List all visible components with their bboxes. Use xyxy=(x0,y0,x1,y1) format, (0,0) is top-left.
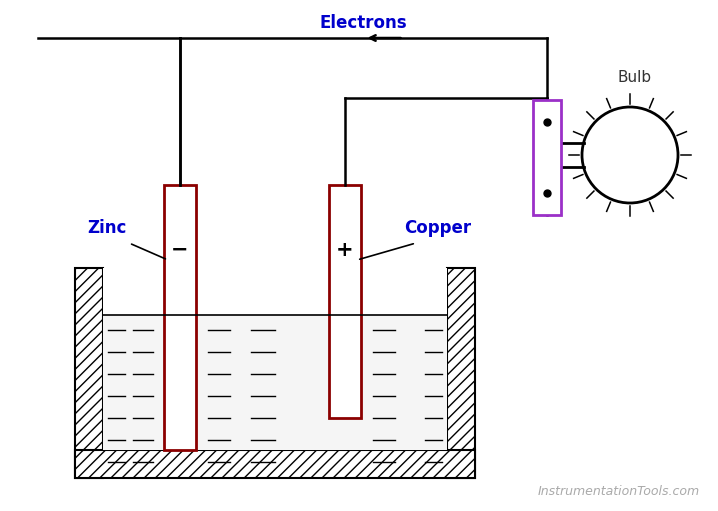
Bar xyxy=(75,450,475,478)
Bar xyxy=(75,268,103,478)
Bar xyxy=(533,100,561,215)
Text: Zinc: Zinc xyxy=(88,219,126,237)
Text: Copper: Copper xyxy=(404,219,472,237)
Text: Electrons: Electrons xyxy=(320,14,407,32)
Bar xyxy=(329,185,361,418)
Text: +: + xyxy=(336,240,354,260)
Bar xyxy=(103,315,447,450)
Text: −: − xyxy=(172,240,189,260)
Bar xyxy=(103,268,447,315)
Text: Bulb: Bulb xyxy=(618,69,652,84)
Text: InstrumentationTools.com: InstrumentationTools.com xyxy=(538,485,700,498)
Bar xyxy=(447,268,475,478)
Bar xyxy=(164,185,196,450)
